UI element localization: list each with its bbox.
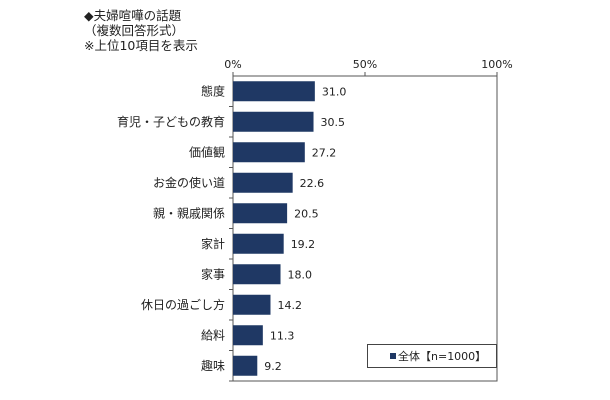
value-label-0: 31.0 xyxy=(322,85,347,98)
bar-4 xyxy=(233,203,288,224)
category-label-1: 育児・子どもの教育 xyxy=(117,114,225,129)
chart-title: ◆夫婦喧嘩の話題 xyxy=(84,8,182,23)
value-label-1: 30.5 xyxy=(321,116,346,129)
category-label-6: 家事 xyxy=(201,266,225,281)
bar-6 xyxy=(233,264,281,285)
bar-9 xyxy=(233,355,258,376)
value-label-7: 14.2 xyxy=(277,299,302,312)
tick-label-100: 100% xyxy=(481,58,513,71)
category-label-0: 態度 xyxy=(201,83,225,98)
bar-7 xyxy=(233,294,271,315)
tick-label-0: 0% xyxy=(224,58,242,71)
value-label-3: 22.6 xyxy=(300,177,325,190)
category-label-3: お金の使い道 xyxy=(153,175,225,190)
bar-2 xyxy=(233,142,305,163)
bar-5 xyxy=(233,233,284,254)
value-label-5: 19.2 xyxy=(291,238,316,251)
value-label-9: 9.2 xyxy=(264,360,282,373)
bar-3 xyxy=(233,172,293,193)
value-label-6: 18.0 xyxy=(288,268,313,281)
value-label-8: 11.3 xyxy=(270,329,295,342)
bar-1 xyxy=(233,111,314,132)
chart-note: ※上位10項目を表示 xyxy=(84,38,198,53)
title-block: ◆夫婦喧嘩の話題 （複数回答形式） ※上位10項目を表示 xyxy=(84,8,198,53)
chart-subtitle: （複数回答形式） xyxy=(84,23,185,38)
value-label-4: 20.5 xyxy=(294,207,319,220)
category-label-2: 価値観 xyxy=(189,144,225,159)
category-label-8: 給料 xyxy=(201,328,225,342)
value-label-2: 27.2 xyxy=(312,146,337,159)
legend-swatch xyxy=(390,353,396,359)
category-label-5: 家計 xyxy=(201,236,225,251)
bar-0 xyxy=(233,81,315,102)
category-label-9: 趣味 xyxy=(201,358,225,373)
legend-label: 全体【n=1000】 xyxy=(398,350,487,363)
category-label-7: 休日の過ごし方 xyxy=(141,297,225,312)
tick-label-50: 50% xyxy=(352,58,378,71)
category-label-4: 親・親戚関係 xyxy=(153,206,225,220)
legend: 全体【n=1000】 xyxy=(367,344,497,368)
bar-8 xyxy=(233,325,263,346)
